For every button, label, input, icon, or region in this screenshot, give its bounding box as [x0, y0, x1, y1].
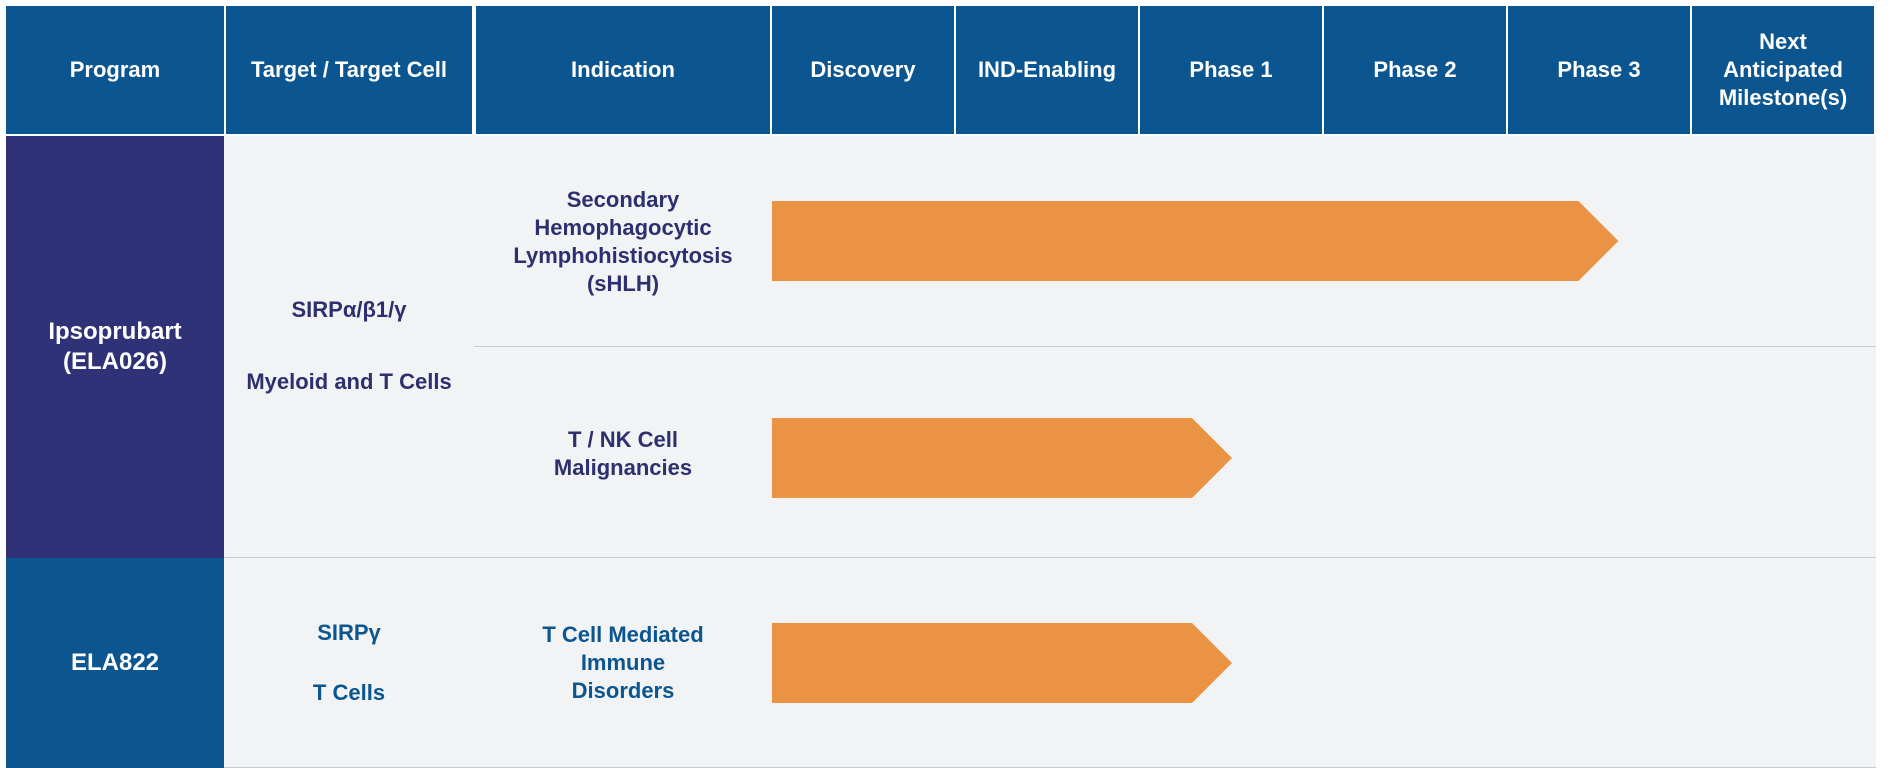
target-ela822: SIRPγ T Cells — [226, 619, 472, 707]
target-line2: T Cells — [312, 680, 386, 705]
header-target: Target / Target Cell — [226, 6, 472, 134]
indication-line2: Hemophagocytic — [534, 215, 712, 240]
header-program: Program — [6, 6, 224, 134]
header-discovery: Discovery — [772, 6, 954, 134]
indication-line4: (sHLH) — [586, 271, 660, 296]
target-ipsoprubart: SIRPα/β1/γ Myeloid and T Cells — [226, 296, 472, 396]
program-ela822: ELA822 — [6, 558, 224, 768]
program-divider — [224, 557, 1876, 558]
header-indication: Indication — [476, 6, 770, 134]
indication-line1: T / NK Cell — [567, 427, 678, 452]
indication-t-nk-malignancies: T / NK Cell Malignancies — [476, 424, 770, 484]
indication-line3: Disorders — [571, 678, 675, 703]
indication-line1: Secondary — [566, 187, 680, 212]
program-ipsoprubart: Ipsoprubart (ELA026) — [6, 136, 224, 558]
indication-shlh: Secondary Hemophagocytic Lymphohistiocyt… — [476, 184, 770, 300]
target-line1: SIRPα/β1/γ — [291, 297, 407, 322]
header-milestone-line2: Anticipated — [1723, 57, 1843, 82]
header-phase-2: Phase 2 — [1324, 6, 1506, 134]
header-next-milestone: Next Anticipated Milestone(s) — [1692, 6, 1874, 134]
progress-arrow — [772, 623, 1232, 703]
indication-line2: Malignancies — [553, 455, 693, 480]
header-phase-3: Phase 3 — [1508, 6, 1690, 134]
target-line2: Myeloid and T Cells — [246, 369, 452, 394]
progress-arrow — [772, 418, 1232, 498]
progress-arrow — [772, 201, 1619, 281]
target-line1: SIRPγ — [317, 620, 381, 645]
header-phase-1: Phase 1 — [1140, 6, 1322, 134]
header-milestone-line3: Milestone(s) — [1718, 85, 1848, 110]
program-name-line1: Ipsoprubart — [48, 318, 182, 345]
indication-line1: T Cell Mediated — [542, 622, 704, 647]
program-name-line2: (ELA026) — [62, 348, 168, 375]
indication-t-cell-immune: T Cell Mediated Immune Disorders — [476, 620, 770, 706]
row-divider — [474, 346, 1876, 347]
header-milestone-line1: Next — [1759, 29, 1807, 54]
indication-line2: Immune — [580, 650, 666, 675]
program-name-line1: ELA822 — [70, 649, 160, 676]
header-ind-enabling: IND-Enabling — [956, 6, 1138, 134]
indication-line3: Lymphohistiocytosis — [513, 243, 733, 268]
